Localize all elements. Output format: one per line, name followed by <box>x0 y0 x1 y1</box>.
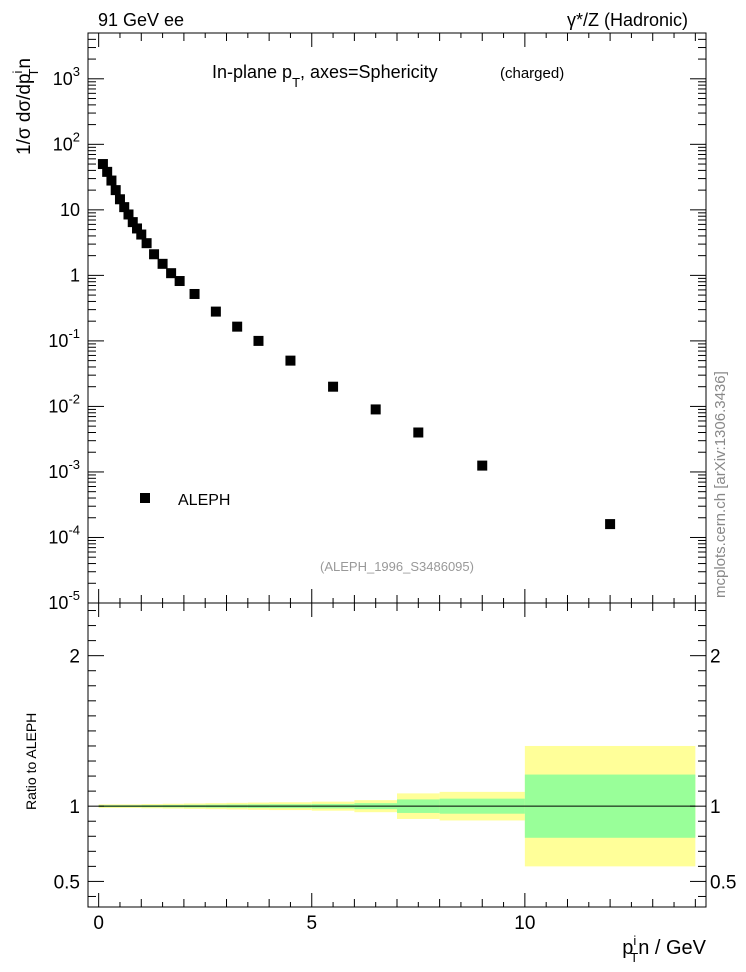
data-point <box>141 238 152 249</box>
main-y-tick-label: 10-2 <box>48 391 80 416</box>
x-tick-label: 0 <box>93 913 104 934</box>
main-y-tick-mantissa: 10 <box>48 331 68 351</box>
main-y-tick-label: 10-5 <box>48 588 80 613</box>
main-y-tick-exponent: -4 <box>68 522 80 537</box>
ratio-y-tick-labels: 0.5 0.5 1 1 2 2 <box>54 647 737 894</box>
header-left: 91 GeV ee <box>98 10 184 30</box>
data-point <box>285 355 296 366</box>
legend-label: ALEPH <box>178 492 230 509</box>
header-right: γ*/Z (Hadronic) <box>567 10 688 30</box>
main-y-label-sub: T <box>26 69 41 77</box>
data-point <box>253 335 264 346</box>
data-point <box>106 175 117 186</box>
x-label-sub: T <box>630 950 638 965</box>
data-point <box>189 288 200 299</box>
data-point <box>328 381 339 392</box>
main-y-tick-label: 103 <box>53 64 80 89</box>
analysis-tag: (ALEPH_1996_S3486095) <box>320 559 474 574</box>
main-y-tick-exponent: -2 <box>68 391 80 406</box>
main-y-tick-mantissa: 10 <box>60 200 80 220</box>
main-y-tick-label: 10-1 <box>48 326 80 351</box>
main-plot-frame <box>87 32 707 604</box>
ratio-y-tick-label: 1 <box>69 797 80 818</box>
data-point <box>102 166 113 177</box>
main-y-tick-label: 10-3 <box>48 457 80 482</box>
main-y-tick-mantissa: 10 <box>48 396 68 416</box>
main-y-tick-exponent: -3 <box>68 457 80 472</box>
main-y-tick-exponent: -1 <box>68 326 80 341</box>
main-y-tick-label: 10-4 <box>48 522 80 547</box>
data-point <box>157 258 168 269</box>
data-point <box>174 276 185 287</box>
ratio-x-tick-labels: 0 5 10 <box>93 913 535 934</box>
legend-marker <box>140 493 150 503</box>
main-y-label-sup: i <box>10 70 25 73</box>
main-data-points <box>97 159 616 530</box>
data-point <box>132 223 143 234</box>
x-label-sup: i <box>633 933 636 948</box>
main-y-tick-mantissa: 10 <box>48 527 68 547</box>
data-point <box>370 404 381 415</box>
plot-title-main: In-plane p <box>212 62 292 82</box>
data-point <box>110 185 121 196</box>
main-y-tick-exponent: 2 <box>73 129 80 144</box>
data-point <box>97 159 108 170</box>
ratio-y-tick-label: 2 <box>69 647 80 668</box>
ratio-y-axis-label: Ratio to ALEPH <box>23 713 39 810</box>
main-y-tick-mantissa: 10 <box>53 69 73 89</box>
main-y-tick-label: 10 <box>60 200 80 220</box>
main-y-tick-mantissa: 10 <box>53 134 73 154</box>
data-point <box>136 229 147 240</box>
plot-title-rest: , axes=Sphericity <box>300 62 438 82</box>
ratio-plot: 0.5 0.5 1 1 2 2 0 5 10 Ratio to ALEPH pi Tn / Ge… <box>23 602 737 965</box>
data-point <box>123 209 134 220</box>
data-point <box>605 519 616 530</box>
main-y-tick-exponent: 3 <box>73 64 80 79</box>
data-point <box>477 460 488 471</box>
ratio-y-tick-label: 0.5 <box>54 872 80 893</box>
data-point <box>149 249 160 260</box>
ratio-y-tick-label-right: 0.5 <box>710 872 736 893</box>
main-y-label-tail: n <box>14 58 35 69</box>
data-point <box>413 427 424 438</box>
ratio-y-tick-label-right: 2 <box>710 647 721 668</box>
main-axis-ticks <box>88 32 706 604</box>
x-tick-label: 5 <box>306 913 317 934</box>
data-point <box>114 194 125 205</box>
x-axis-label: pi Tn / GeV <box>622 933 706 965</box>
main-y-tick-mantissa: 10 <box>48 462 68 482</box>
ratio-axis-ticks <box>88 603 706 907</box>
main-y-axis-label: 1/σ dσ/dpiTn <box>10 58 41 155</box>
plot-title-note: (charged) <box>500 65 564 82</box>
main-y-tick-mantissa: 1 <box>70 265 80 285</box>
data-point <box>119 202 130 213</box>
main-y-tick-exponent: -5 <box>68 588 80 603</box>
data-point <box>210 306 221 317</box>
main-y-tick-label: 102 <box>53 129 80 154</box>
x-label-main: p <box>622 937 633 959</box>
main-y-label-main: 1/σ dσ/dp <box>14 73 35 155</box>
main-y-tick-label: 1 <box>70 265 80 285</box>
data-point <box>127 217 138 228</box>
ratio-y-tick-label-right: 1 <box>710 797 721 818</box>
data-point <box>232 321 243 332</box>
plot-title-sub: T <box>292 75 300 90</box>
x-label-tail: n / GeV <box>638 937 706 959</box>
data-point <box>166 268 177 279</box>
x-tick-label: 10 <box>514 913 535 934</box>
main-y-tick-mantissa: 10 <box>48 593 68 613</box>
plot-title: In-plane pT, axes=Sphericity <box>212 62 438 90</box>
watermark: mcplots.cern.ch [arXiv:1306.3436] <box>712 371 729 598</box>
